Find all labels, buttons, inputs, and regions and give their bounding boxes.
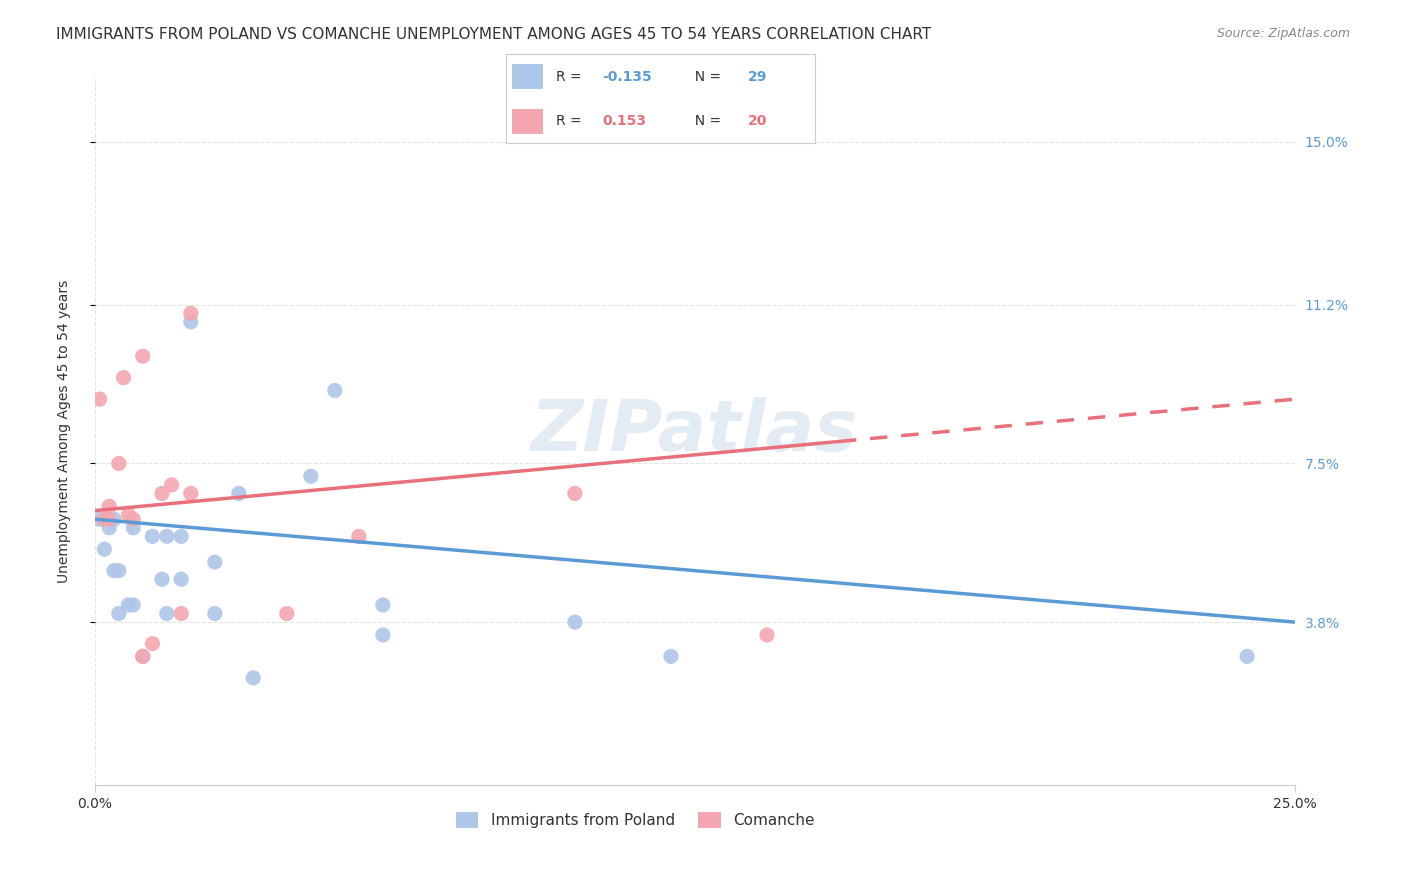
Text: IMMIGRANTS FROM POLAND VS COMANCHE UNEMPLOYMENT AMONG AGES 45 TO 54 YEARS CORREL: IMMIGRANTS FROM POLAND VS COMANCHE UNEMP…: [56, 27, 932, 42]
Point: [150, 486, 173, 500]
Point: [371, 628, 394, 642]
Text: R =: R =: [555, 114, 586, 128]
Point: [242, 671, 264, 685]
Point: [170, 572, 193, 586]
Point: [122, 521, 145, 535]
Legend: Immigrants from Poland, Comanche: Immigrants from Poland, Comanche: [450, 805, 821, 834]
Point: [103, 564, 125, 578]
Point: [170, 529, 193, 543]
Point: [659, 649, 682, 664]
Point: [122, 598, 145, 612]
Text: 29: 29: [748, 70, 766, 84]
Point: [98, 521, 121, 535]
Point: [371, 598, 394, 612]
FancyBboxPatch shape: [512, 64, 543, 89]
Point: [170, 607, 193, 621]
Point: [755, 628, 778, 642]
FancyBboxPatch shape: [512, 109, 543, 134]
Point: [98, 512, 121, 526]
Point: [132, 649, 155, 664]
Point: [107, 607, 129, 621]
Text: ZIPatlas: ZIPatlas: [531, 397, 859, 466]
Point: [122, 512, 145, 526]
Point: [103, 512, 125, 526]
Point: [156, 607, 179, 621]
Point: [276, 607, 298, 621]
Point: [93, 512, 115, 526]
Text: N =: N =: [686, 114, 725, 128]
Point: [564, 615, 586, 629]
Point: [564, 486, 586, 500]
Point: [93, 542, 115, 557]
Text: N =: N =: [686, 70, 725, 84]
Point: [1236, 649, 1258, 664]
Point: [156, 529, 179, 543]
Point: [132, 649, 155, 664]
Point: [204, 607, 226, 621]
Point: [347, 529, 370, 543]
Point: [150, 572, 173, 586]
Point: [204, 555, 226, 569]
Text: 0.153: 0.153: [602, 114, 645, 128]
Point: [107, 457, 129, 471]
Point: [141, 636, 163, 650]
Point: [180, 306, 202, 320]
Text: 20: 20: [748, 114, 766, 128]
Point: [112, 370, 135, 384]
Point: [228, 486, 250, 500]
Point: [299, 469, 322, 483]
Point: [132, 349, 155, 363]
Text: R =: R =: [555, 70, 586, 84]
Point: [323, 384, 346, 398]
Point: [89, 512, 111, 526]
Point: [141, 529, 163, 543]
Text: -0.135: -0.135: [602, 70, 652, 84]
Point: [107, 564, 129, 578]
Text: Source: ZipAtlas.com: Source: ZipAtlas.com: [1216, 27, 1350, 40]
Point: [117, 508, 139, 522]
Point: [117, 598, 139, 612]
Point: [180, 486, 202, 500]
Point: [180, 315, 202, 329]
Point: [98, 500, 121, 514]
Y-axis label: Unemployment Among Ages 45 to 54 years: Unemployment Among Ages 45 to 54 years: [58, 279, 72, 582]
Point: [160, 478, 183, 492]
Point: [89, 392, 111, 406]
